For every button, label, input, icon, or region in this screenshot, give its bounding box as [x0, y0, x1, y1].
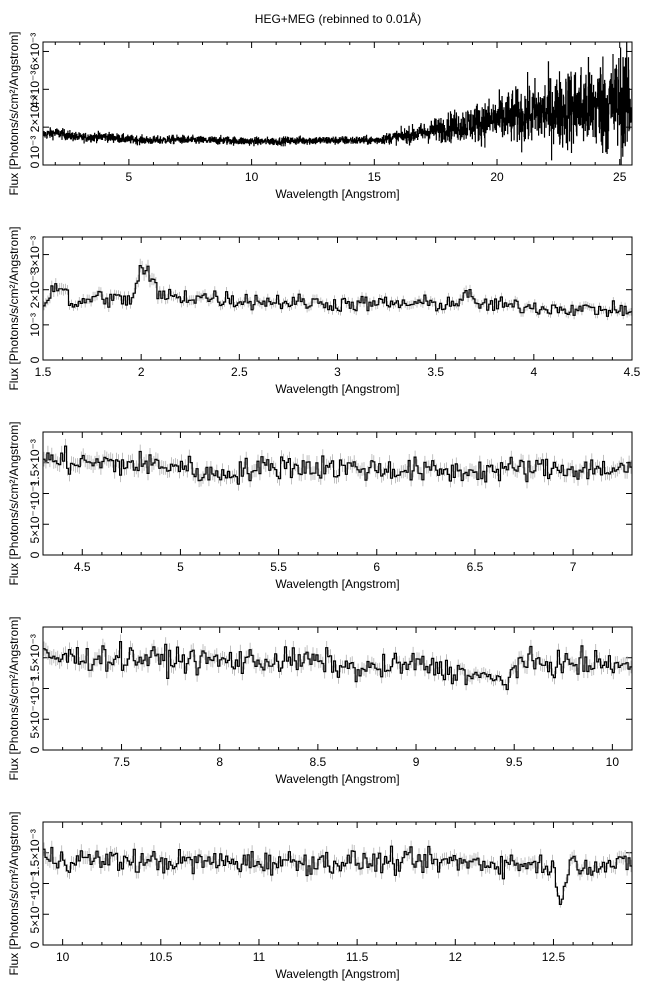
x-tick-label: 11: [253, 950, 266, 964]
x-tick-label: 5.5: [270, 560, 287, 574]
y-tick-label: 5×10⁻⁴: [28, 505, 42, 544]
figure-title: HEG+MEG (rebinned to 0.01Å): [255, 11, 421, 26]
x-tick-label: 15: [368, 170, 382, 184]
y-axis-title: Flux [Photons/s/cm²/Angstrom]: [7, 226, 21, 390]
y-tick-label: 6×10⁻³: [28, 33, 42, 70]
x-tick-label: 25: [613, 170, 627, 184]
x-tick-label: 7: [570, 560, 577, 574]
x-axis-title: Wavelength [Angstrom]: [275, 187, 399, 201]
x-tick-label: 6: [373, 560, 380, 574]
y-axis-title: Flux [Photons/s/cm²/Angstrom]: [7, 421, 21, 585]
x-tick-label: 4.5: [74, 560, 91, 574]
y-tick-label: 3×10⁻³: [28, 236, 42, 273]
y-tick-label: 0: [28, 356, 42, 363]
y-tick-label: 0: [28, 746, 42, 753]
y-tick-label: 1.5×10⁻³: [28, 634, 42, 681]
x-tick-label: 12: [449, 950, 463, 964]
x-tick-label: 1.5: [35, 365, 52, 379]
y-tick-label: 1.5×10⁻³: [28, 829, 42, 876]
y-tick-label: 10⁻³: [28, 482, 42, 506]
x-tick-label: 5: [177, 560, 184, 574]
y-tick-label: 10⁻³: [28, 313, 42, 337]
x-tick-label: 7.5: [113, 755, 130, 769]
y-axis-title: Flux [Photons/s/cm²/Angstrom]: [7, 31, 21, 195]
x-axis-title: Wavelength [Angstrom]: [275, 382, 399, 396]
y-tick-label: 0: [28, 941, 42, 948]
x-axis-title: Wavelength [Angstrom]: [275, 772, 399, 786]
x-tick-label: 20: [490, 170, 504, 184]
plot-frame-4: [42, 626, 633, 751]
x-tick-label: 3.5: [427, 365, 444, 379]
spectrum-line-5: [43, 845, 632, 905]
x-tick-label: 9: [413, 755, 420, 769]
spectrum-line-3: [43, 445, 632, 485]
x-tick-label: 12.5: [542, 950, 566, 964]
x-tick-label: 2.5: [231, 365, 248, 379]
x-tick-label: 11.5: [346, 950, 369, 964]
spectrum-line-1: [42, 41, 633, 166]
y-tick-label: 4×10⁻³: [28, 71, 42, 108]
error-bars-3: [43, 438, 632, 491]
y-tick-label: 0: [28, 551, 42, 558]
plot-frame-3: [42, 431, 633, 556]
spectrum-line-2: [43, 265, 632, 317]
y-tick-label: 5×10⁻⁴: [28, 700, 42, 739]
x-tick-label: 3: [334, 365, 341, 379]
x-tick-label: 10: [606, 755, 620, 769]
x-tick-label: 9.5: [506, 755, 523, 769]
x-tick-label: 4: [530, 365, 537, 379]
x-tick-label: 8.5: [310, 755, 327, 769]
x-tick-label: 10.5: [149, 950, 173, 964]
x-tick-label: 4.5: [624, 365, 641, 379]
y-axis-title: Flux [Photons/s/cm²/Angstrom]: [7, 811, 21, 975]
y-tick-label: 10⁻³ 2×10⁻³: [28, 95, 42, 159]
y-tick-label: 10⁻³: [28, 677, 42, 701]
x-tick-label: 2: [138, 365, 145, 379]
x-tick-label: 10: [56, 950, 70, 964]
y-tick-label: 0: [28, 161, 42, 168]
y-tick-label: 10⁻³: [28, 872, 42, 896]
x-axis-title: Wavelength [Angstrom]: [275, 967, 399, 981]
y-axis-title: Flux [Photons/s/cm²/Angstrom]: [7, 616, 21, 780]
y-tick-label: 1.5×10⁻³: [28, 439, 42, 486]
plot-frame-5: [42, 821, 633, 946]
x-axis-title: Wavelength [Angstrom]: [275, 577, 399, 591]
x-tick-label: 5: [126, 170, 133, 184]
y-tick-label: 5×10⁻⁴: [28, 895, 42, 934]
spectrum-line-4: [43, 641, 632, 691]
y-tick-label: 2×10⁻³: [28, 271, 42, 308]
error-bars-5: [43, 839, 632, 908]
x-tick-label: 6.5: [467, 560, 484, 574]
error-bars-4: [43, 634, 632, 695]
x-tick-label: 10: [245, 170, 259, 184]
x-tick-label: 8: [216, 755, 223, 769]
